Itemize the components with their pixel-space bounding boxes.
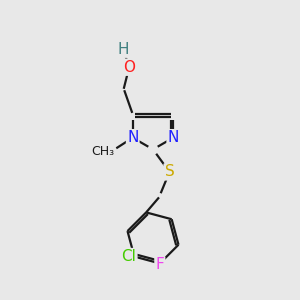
Text: F: F (155, 257, 164, 272)
Text: N: N (168, 130, 179, 145)
Text: S: S (165, 164, 174, 179)
Text: O: O (123, 60, 135, 75)
Text: H: H (117, 42, 129, 57)
Text: N: N (127, 130, 138, 145)
Text: Cl: Cl (122, 249, 136, 264)
Text: CH₃: CH₃ (91, 145, 114, 158)
